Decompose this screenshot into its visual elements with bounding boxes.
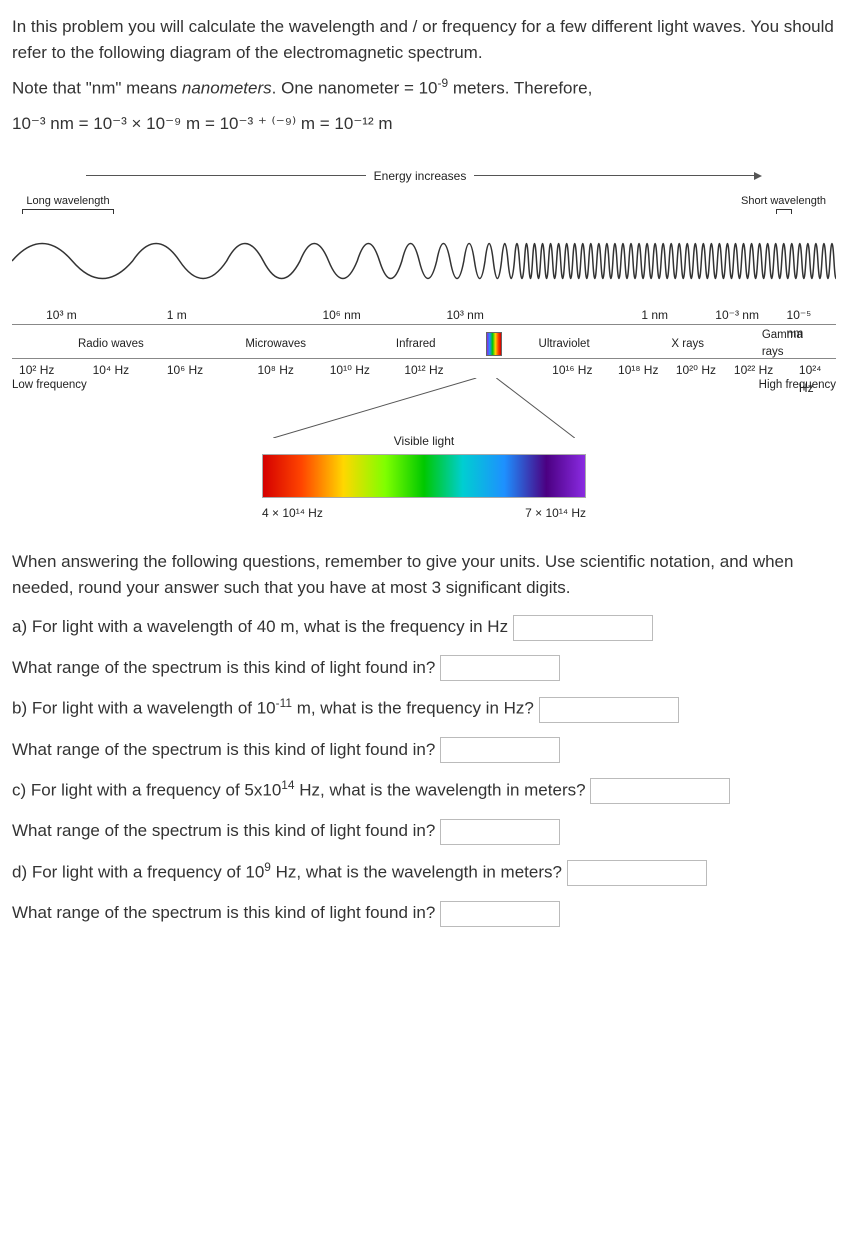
vis-high-freq: 7 × 10¹⁴ Hz — [525, 504, 586, 522]
wavelength-tick-label: 10⁶ nm — [322, 306, 360, 324]
frequency-scale: 10² Hz10⁴ Hz10⁶ Hz10⁸ Hz10¹⁰ Hz10¹² Hz10… — [12, 359, 836, 375]
high-freq-label: High frequency — [759, 377, 836, 394]
wavelength-tick-label: 1 m — [167, 306, 187, 324]
wavelength-tick-label: 10³ m — [46, 306, 77, 324]
question-a2: What range of the spectrum is this kind … — [12, 655, 836, 682]
question-c1: c) For light with a frequency of 5x1014 … — [12, 777, 836, 804]
spectrum-regions: Radio waves Microwaves Infrared Ultraviolet… — [12, 335, 836, 353]
question-d1: d) For light with a frequency of 109 Hz,… — [12, 859, 836, 886]
visible-light-label: Visible light — [12, 432, 836, 450]
frequency-tick-label: 10⁶ Hz — [167, 361, 203, 379]
wavelength-markers: Long wavelength Short wavelength — [12, 193, 836, 217]
intro-p1: In this problem you will calculate the w… — [12, 14, 836, 65]
question-b1: b) For light with a wavelength of 10-11 … — [12, 695, 836, 722]
freq-labels: Low frequency High frequency — [12, 377, 836, 394]
spectrum-region-label: Infrared — [396, 336, 436, 353]
question-a1: a) For light with a wavelength of 40 m, … — [12, 614, 836, 641]
energy-increases-row: Energy increases — [12, 167, 836, 185]
wavelength-scale: 10³ m1 m10⁶ nm10³ nm1 nm10⁻³ nm10⁻⁵ nm — [12, 306, 836, 322]
intro-text: In this problem you will calculate the w… — [12, 14, 836, 137]
question-c2: What range of the spectrum is this kind … — [12, 818, 836, 845]
visible-freq-range: 4 × 10¹⁴ Hz 7 × 10¹⁴ Hz — [262, 504, 586, 522]
answer-c1-input[interactable] — [590, 778, 730, 804]
answer-b1-input[interactable] — [539, 697, 679, 723]
wavelength-tick-label: 10³ nm — [447, 306, 484, 324]
frequency-tick-label: 10¹² Hz — [404, 361, 443, 379]
wavelength-tick-label: 10⁻³ nm — [715, 306, 759, 324]
frequency-tick-label: 10¹⁸ Hz — [618, 361, 658, 379]
em-spectrum-diagram: Energy increases Long wavelength Short w… — [12, 167, 836, 525]
answer-b2-input[interactable] — [440, 737, 560, 763]
intro-equation: 10⁻³ nm = 10⁻³ × 10⁻⁹ m = 10⁻³ ⁺ ⁽⁻⁹⁾ m … — [12, 111, 836, 137]
answer-d1-input[interactable] — [567, 860, 707, 886]
frequency-tick-label: 10²⁰ Hz — [676, 361, 716, 379]
frequency-tick-label: 10² Hz — [19, 361, 54, 379]
frequency-tick-label: 10²² Hz — [734, 361, 773, 379]
frequency-tick-label: 10¹⁰ Hz — [330, 361, 370, 379]
intro-p2: Note that "nm" means nanometers. One nan… — [12, 75, 836, 101]
instructions: When answering the following questions, … — [12, 549, 836, 600]
visible-spectrum-bar — [262, 454, 586, 498]
long-wavelength-marker: Long wavelength — [22, 193, 114, 215]
visible-light-section: Visible light 4 × 10¹⁴ Hz 7 × 10¹⁴ Hz — [12, 414, 836, 524]
answer-c2-input[interactable] — [440, 819, 560, 845]
energy-label: Energy increases — [366, 167, 475, 185]
question-d2: What range of the spectrum is this kind … — [12, 900, 836, 927]
spectrum-region-label: Microwaves — [245, 336, 306, 353]
wavelength-tick-label: 1 nm — [641, 306, 668, 324]
frequency-tick-label: 10¹⁶ Hz — [552, 361, 592, 379]
spectrum-region-label: Ultraviolet — [539, 336, 590, 353]
answer-a1-input[interactable] — [513, 615, 653, 641]
frequency-tick-label: 10⁸ Hz — [257, 361, 293, 379]
spectrum-region-label: Radio waves — [78, 336, 144, 353]
answer-d2-input[interactable] — [440, 901, 560, 927]
frequency-tick-label: 10²⁴ Hz — [799, 361, 824, 397]
answer-a2-input[interactable] — [440, 655, 560, 681]
spectrum-region-label: X rays — [671, 336, 704, 353]
wave-icon — [12, 216, 836, 306]
low-freq-label: Low frequency — [12, 377, 87, 394]
frequency-tick-label: 10⁴ Hz — [93, 361, 130, 379]
arrow-right-icon — [754, 172, 762, 180]
vis-low-freq: 4 × 10¹⁴ Hz — [262, 504, 323, 522]
short-wavelength-marker: Short wavelength — [741, 193, 826, 215]
questions-section: When answering the following questions, … — [12, 549, 836, 926]
question-b2: What range of the spectrum is this kind … — [12, 737, 836, 764]
